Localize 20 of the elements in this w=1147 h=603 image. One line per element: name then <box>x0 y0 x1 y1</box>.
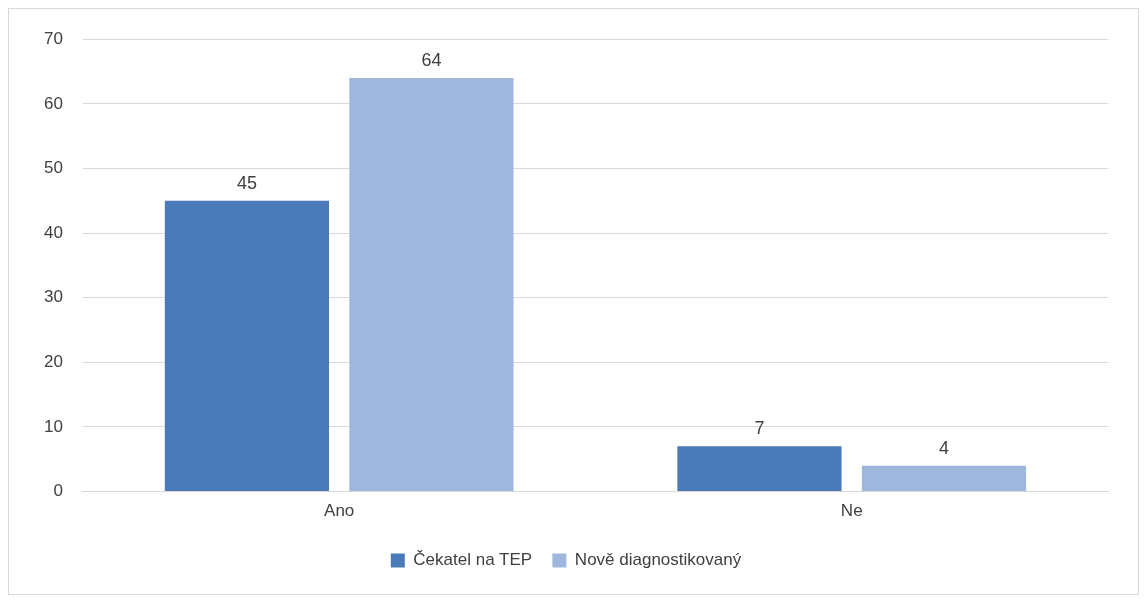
y-tick-label: 30 <box>43 287 63 307</box>
legend-label: Nově diagnostikovaný <box>574 550 742 570</box>
bar <box>677 446 842 492</box>
legend-label: Čekatel na TEP <box>413 550 533 570</box>
data-label: 45 <box>236 172 257 193</box>
bar <box>164 200 330 492</box>
data-label: 4 <box>938 437 949 458</box>
y-tick-label: 40 <box>43 222 63 242</box>
data-label: 64 <box>421 49 442 70</box>
x-tick-label: Ne <box>840 501 863 521</box>
y-tick-label: 0 <box>53 481 63 501</box>
y-tick-label: 20 <box>43 352 63 372</box>
y-tick-label: 60 <box>43 93 63 113</box>
y-tick-label: 50 <box>43 158 63 178</box>
bar <box>349 77 514 492</box>
x-tick-label: Ano <box>324 501 355 521</box>
data-label: 7 <box>754 418 765 439</box>
y-tick-label: 10 <box>43 416 63 436</box>
bar <box>861 465 1027 492</box>
y-tick-label: 70 <box>43 28 63 48</box>
